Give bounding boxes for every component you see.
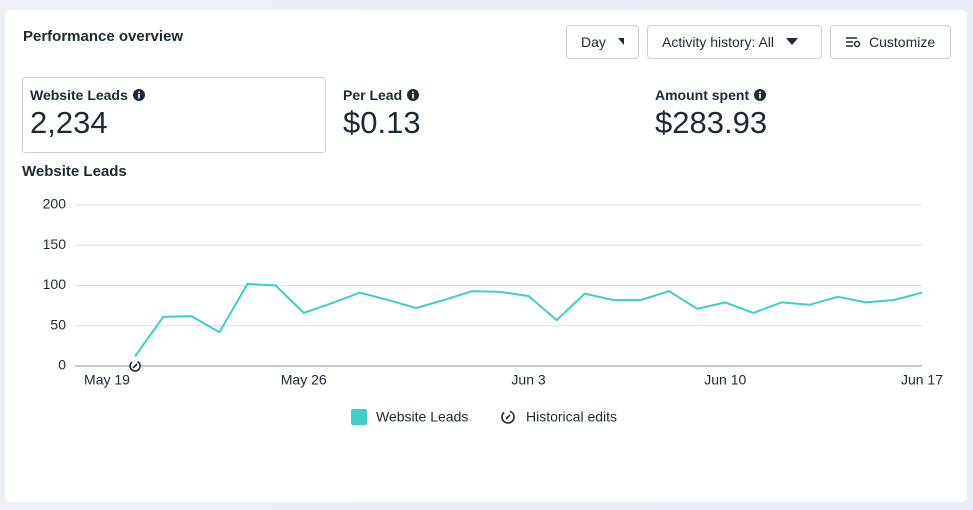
info-icon <box>407 89 420 101</box>
x-tick-label: Jun 10 <box>704 372 746 388</box>
metric-label: Website Leads <box>30 87 128 103</box>
y-tick-label: 0 <box>58 357 66 373</box>
metric-label: Per Lead <box>343 87 403 103</box>
metric-value: $0.13 <box>343 105 421 140</box>
metric-label: Amount spent <box>655 87 750 103</box>
legend-label: Historical edits <box>526 409 617 425</box>
info-icon <box>754 89 767 101</box>
info-icon <box>132 89 145 101</box>
activity-dropdown[interactable]: Activity history: All <box>647 25 822 59</box>
metric-label-row: Per Lead <box>343 87 421 103</box>
legend-swatch <box>351 409 367 425</box>
y-tick-label: 150 <box>43 236 67 252</box>
title: Performance overview <box>23 28 184 45</box>
activity-text: Activity history: All <box>662 34 775 50</box>
series-line <box>134 282 923 357</box>
legend-edit-icon <box>501 410 515 424</box>
customize-icon <box>846 37 861 48</box>
legend-label: Website Leads <box>376 409 468 425</box>
metric-label-row: Amount spent <box>655 87 767 103</box>
metric-box[interactable] <box>22 77 326 153</box>
metric-label-row: Website Leads <box>30 87 145 103</box>
caret <box>786 38 799 45</box>
day-dropdown[interactable]: Day <box>566 25 639 59</box>
caret <box>617 38 624 45</box>
metric: Per Lead $0.13 <box>343 87 421 141</box>
x-tick-label: Jun 17 <box>901 372 943 388</box>
customize-button[interactable]: Customize <box>830 25 951 59</box>
metric-value: $283.93 <box>655 105 768 140</box>
customize-text: Customize <box>869 34 936 50</box>
metric: Amount spent $283.93 <box>655 87 767 141</box>
y-tick-label: 50 <box>50 316 66 332</box>
chart-title: Website Leads <box>22 163 127 180</box>
x-tick-label: May 26 <box>281 372 327 388</box>
x-tick-label: Jun 3 <box>511 372 545 388</box>
y-tick-label: 200 <box>43 196 67 212</box>
card: Performance overview Day Activity histor… <box>5 10 967 502</box>
metric: Website Leads 2,234 <box>30 87 145 141</box>
y-tick-label: 100 <box>43 276 67 292</box>
x-tick-label: May 19 <box>84 372 130 388</box>
historical-edit-marker <box>129 360 141 372</box>
day-text: Day <box>581 34 606 50</box>
metric-value: 2,234 <box>30 105 108 140</box>
